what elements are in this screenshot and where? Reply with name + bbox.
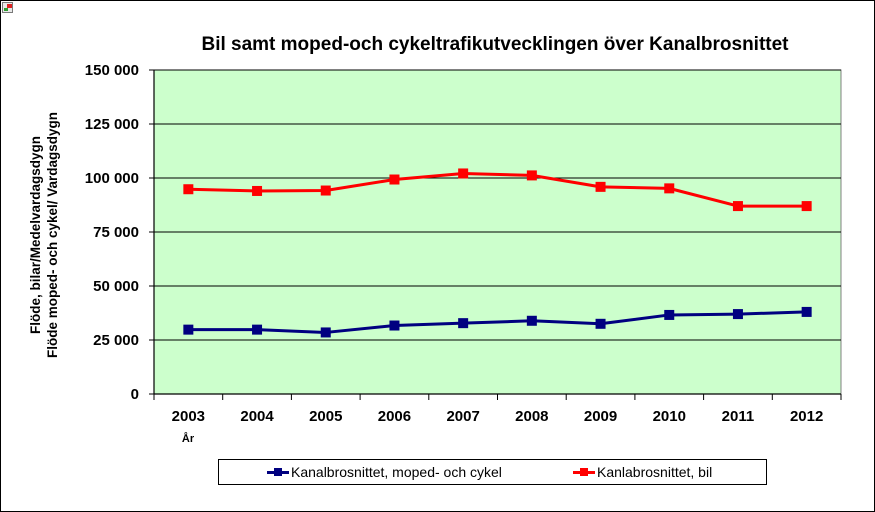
legend: Kanalbrosnittet, moped- och cykel Kanlab… [218,459,767,485]
data-point [732,309,743,320]
x-tick-label: 2010 [653,408,686,425]
y-tick-label: 125 000 [85,116,139,133]
gridlines [154,69,841,341]
series-0 [183,306,812,338]
data-point [389,320,400,331]
x-tick-label: 2012 [790,408,823,425]
series-line [188,310,807,334]
data-point [389,174,400,185]
y-tick-label: 100 000 [85,170,139,187]
x-axis-title: År [182,432,195,445]
y-axis-title-line-2: Flöde moped- och cykel/ Vardagsdygn [45,112,60,358]
y-tick-label: 0 [131,386,139,403]
x-tick-label: 2007 [446,408,479,425]
series-layer [183,168,812,338]
legend-item-moped-cykel: Kanalbrosnittet, moped- och cykel [267,464,502,480]
data-point [801,201,812,212]
y-tick-label: 75 000 [93,224,139,241]
y-tick-label: 25 000 [93,332,139,349]
legend-item-bil: Kanlabrosnittet, bil [573,464,712,480]
tick-labels: 0 25 000 50 000 75 000 100 000 125 000 150 000… [85,62,824,425]
x-tick-label: 2004 [240,408,274,425]
legend-label-moped-cykel: Kanalbrosnittet, moped- och cykel [291,464,502,480]
data-point [183,184,194,195]
data-point [664,183,675,194]
x-tick-label: 2003 [172,408,205,425]
legend-label-bil: Kanlabrosnittet, bil [597,464,713,480]
legend-marker-bil [580,468,588,476]
data-point [801,306,812,317]
axes [149,69,842,400]
data-point [252,324,263,335]
chart-title: Bil samt moped-och cykeltrafikutveckling… [201,34,789,55]
data-point [595,181,606,192]
x-tick-label: 2006 [378,408,411,425]
data-point [526,315,537,326]
legend-marker-moped-cykel [274,468,282,476]
data-point [595,318,606,329]
x-tick-label: 2008 [515,408,548,425]
chart-object-icon [2,2,13,13]
legend-swatch-bil [573,465,595,479]
series-line [188,171,807,208]
data-point [320,185,331,196]
legend-swatch-moped-cykel [267,465,289,479]
y-tick-label: 150 000 [85,62,139,79]
x-tick-label: 2009 [584,408,617,425]
series-1 [183,168,812,212]
data-point [458,318,469,329]
data-point [664,309,675,320]
y-axis-title-line-1: Flöde, bilar/Medelvardagsdygn [28,136,43,334]
x-tick-label: 2005 [309,408,342,425]
data-point [526,170,537,181]
data-point [252,185,263,196]
data-point [320,327,331,338]
x-tick-label: 2011 [722,408,755,425]
data-point [458,168,469,179]
data-point [183,324,194,335]
y-tick-label: 50 000 [93,278,139,295]
data-point [732,201,743,212]
